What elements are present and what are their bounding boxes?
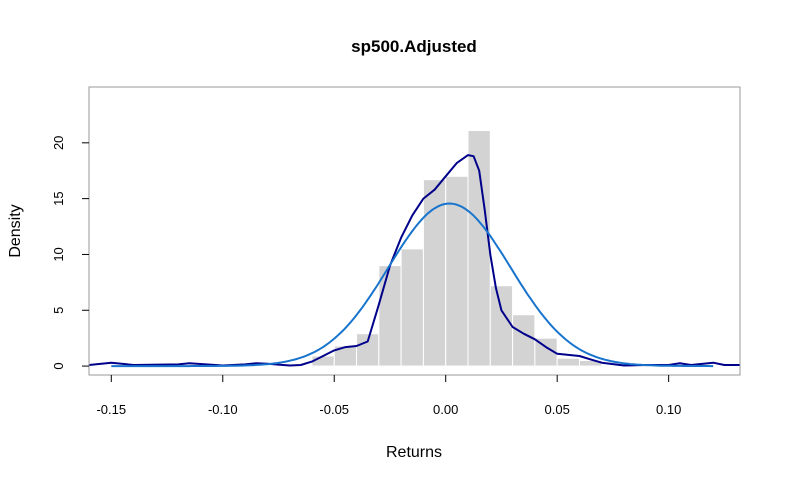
x-tick-label: -0.10 <box>208 402 238 417</box>
histogram-bar-10 <box>534 337 558 367</box>
histogram-bar-4 <box>400 248 424 367</box>
density-curves <box>89 154 740 368</box>
x-tick-label: 0.05 <box>545 402 570 417</box>
histogram-bar-8 <box>489 285 514 367</box>
y-tick-label: 15 <box>51 191 66 205</box>
normal-curve-line <box>111 202 714 368</box>
x-axis: -0.15 -0.10 -0.05 0.00 0.05 0.10 <box>96 375 681 417</box>
chart-title: sp500.Adjusted <box>351 37 477 56</box>
histogram-bar-0 <box>311 355 335 367</box>
plot-frame <box>88 86 741 376</box>
histogram-bar-11 <box>556 357 580 367</box>
x-tick-label: -0.05 <box>319 402 349 417</box>
y-axis-label: Density <box>7 204 24 257</box>
y-tick-label: 10 <box>51 247 66 261</box>
x-tick-label: 0.00 <box>433 402 458 417</box>
x-axis-label: Returns <box>386 444 442 461</box>
y-tick-label: 0 <box>51 362 66 369</box>
y-tick-label: 20 <box>51 136 66 150</box>
histogram-bars <box>311 130 603 367</box>
histogram-bar-7 <box>467 130 491 367</box>
y-axis: 0 5 10 15 20 <box>51 136 89 370</box>
y-tick-label: 5 <box>51 307 66 314</box>
histogram-bar-3 <box>378 265 402 367</box>
histogram-bar-9 <box>512 314 536 367</box>
x-tick-label: -0.15 <box>96 402 126 417</box>
x-tick-label: 0.10 <box>656 402 681 417</box>
